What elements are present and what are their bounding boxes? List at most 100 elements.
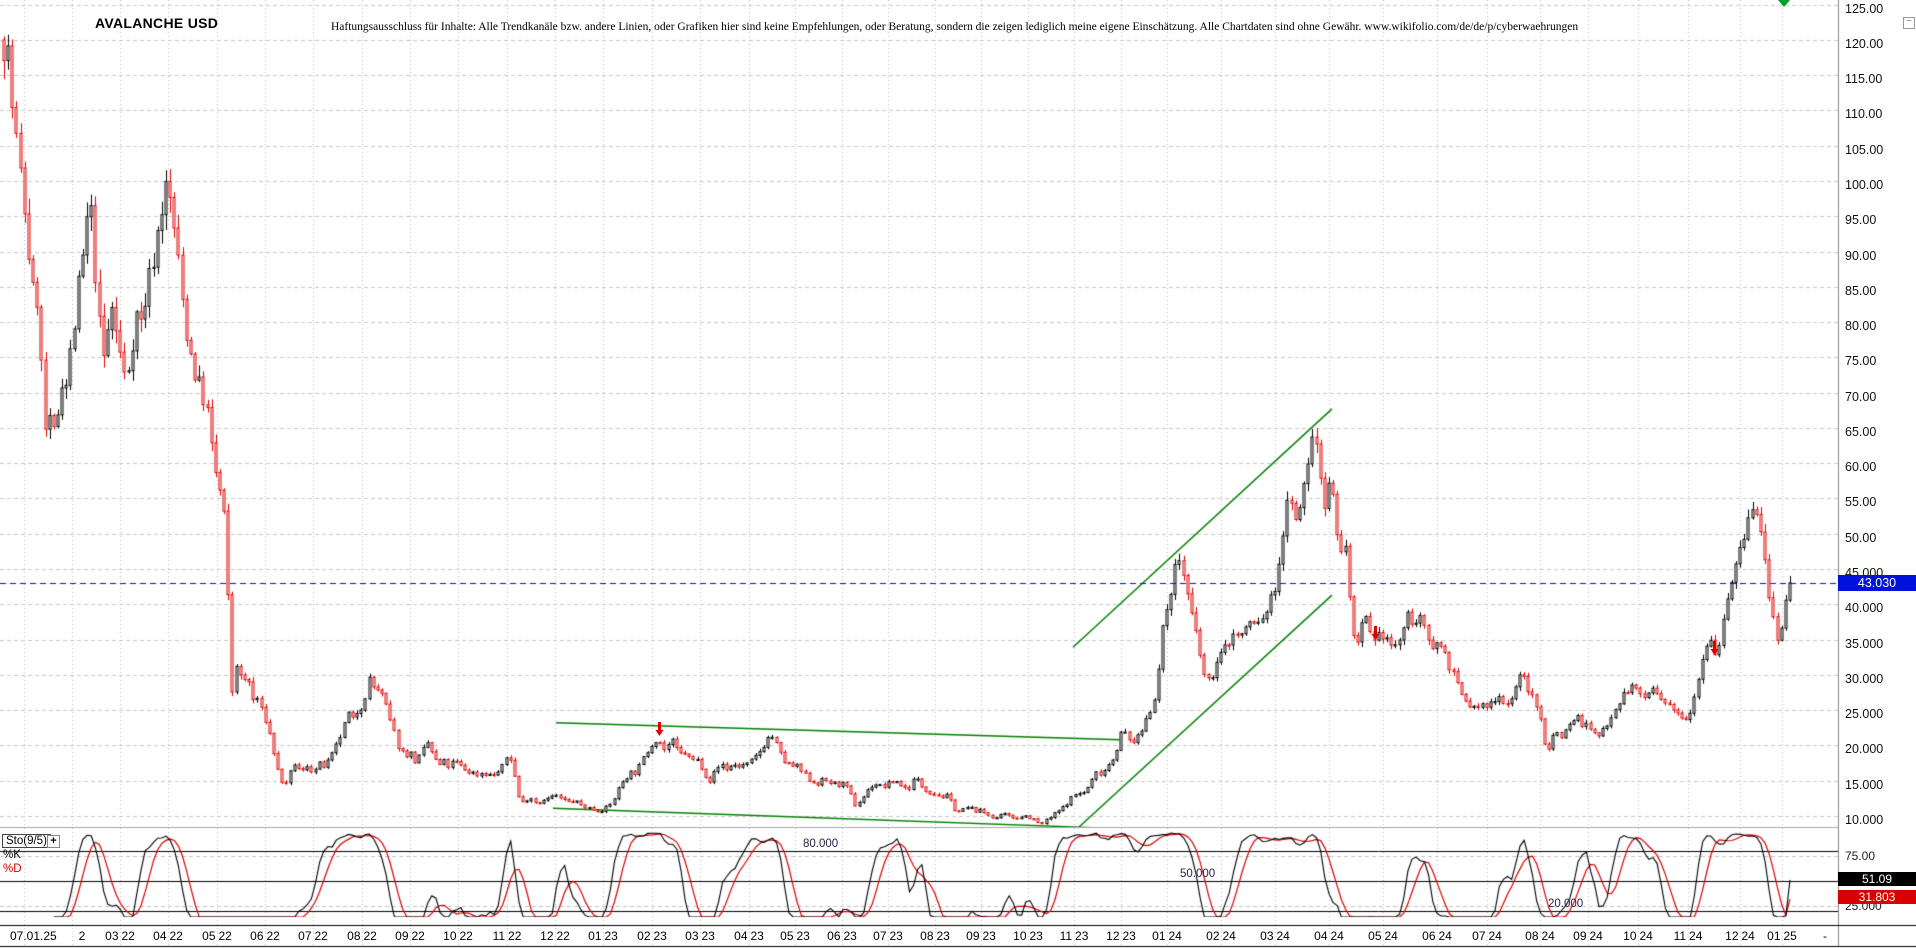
price-axis-label: 15.000	[1845, 777, 1884, 792]
year-part: 24	[1741, 929, 1755, 943]
price-axis-label: 60.00	[1845, 460, 1877, 475]
stochastic-d-value-badge: 31.803	[1838, 890, 1916, 904]
month-part: 05	[780, 929, 794, 943]
year-part: 22	[459, 929, 473, 943]
year-part: 23	[796, 929, 810, 943]
time-axis-label: 07 22	[298, 929, 328, 944]
stochastic-k-legend: %K	[3, 849, 21, 861]
year-part: 23	[889, 929, 903, 943]
month-part: 08	[347, 929, 361, 943]
month-part: 08	[1525, 929, 1539, 943]
price-axis-label: 10.000	[1845, 812, 1884, 827]
time-axis-label: 09 22	[395, 929, 425, 944]
price-axis-label: 125.00	[1845, 1, 1884, 16]
month-part: 12	[540, 929, 554, 943]
time-axis-label: 11 22	[493, 929, 522, 944]
time-axis-label: 02 23	[637, 929, 667, 944]
stochastic-level-label: 80.000	[803, 838, 839, 850]
year-part: 23	[843, 929, 857, 943]
time-axis-label: 04 23	[734, 929, 764, 944]
year-part: 23	[936, 929, 950, 943]
time-axis-label: 10 24	[1623, 929, 1653, 944]
time-axis-label: 09 24	[1573, 929, 1603, 944]
price-axis-label: 20.000	[1845, 742, 1884, 757]
time-axis-label: 01 24	[1152, 929, 1182, 944]
stochastic-scale-label: 75.00	[1845, 849, 1876, 863]
price-axis-label: 25.000	[1845, 707, 1884, 722]
time-axis-label: 05 22	[202, 929, 232, 944]
sell-signal-arrow-icon	[1371, 626, 1380, 641]
time-axis-label: 01 25	[1767, 929, 1797, 944]
year-part: 23	[982, 929, 996, 943]
time-axis-label: 08 24	[1525, 929, 1555, 944]
current-price-badge: 43.030	[1838, 574, 1916, 591]
month-part: 10	[443, 929, 457, 943]
year-part: 25	[1783, 929, 1797, 943]
price-axis-label: 115.00	[1845, 72, 1883, 87]
month-part: 05	[202, 929, 216, 943]
year-part: 24	[1168, 929, 1182, 943]
time-axis-label: 04 22	[153, 929, 183, 944]
axis-end-label: -	[1823, 929, 1827, 943]
price-axis-label: 80.00	[1845, 319, 1877, 334]
month-part: 04	[153, 929, 167, 943]
time-axis-label: 07 24	[1472, 929, 1502, 944]
price-axis-label: 50.00	[1845, 530, 1877, 545]
month-part: 11	[1673, 929, 1687, 943]
year-part: 23	[750, 929, 764, 943]
time-axis-label: 05 24	[1368, 929, 1398, 944]
price-axis-label: 100.00	[1845, 178, 1884, 192]
stochastic-d-legend: %D	[3, 863, 22, 875]
add-indicator-button[interactable]: +	[47, 835, 60, 848]
price-axis-label: 65.00	[1845, 424, 1877, 439]
price-axis-label: 105.00	[1845, 142, 1884, 157]
month-part: 04	[1314, 929, 1328, 943]
time-axis-label: 04 24	[1314, 929, 1344, 944]
stochastic-k-value-badge: 51.09	[1838, 872, 1916, 886]
stochastic-indicator-button[interactable]: Sto(9/5)	[2, 834, 51, 848]
stochastic-level-label: 20.000	[1548, 898, 1584, 910]
year-part: 24	[1222, 929, 1236, 943]
year-part: 22	[411, 929, 425, 943]
time-axis-label: 09 23	[966, 929, 996, 944]
sell-signal-arrow-icon	[1710, 641, 1719, 656]
time-axis-label: 03 23	[685, 929, 715, 944]
time-axis-label: 05 23	[780, 929, 810, 944]
month-part: 06	[250, 929, 264, 943]
month-part: 08	[920, 929, 934, 943]
time-axis-label: 2	[78, 929, 86, 943]
year-part: 24	[1276, 929, 1290, 943]
year-part: 24	[1438, 929, 1452, 943]
month-part: 05	[1368, 929, 1382, 943]
time-axis-label: 12 22	[540, 929, 570, 944]
year-part: 22	[121, 929, 135, 943]
price-axis-label: 75.00	[1845, 354, 1877, 369]
last-quote-date-label: 07.01.25	[10, 929, 57, 943]
month-part: 09	[395, 929, 409, 943]
time-axis-label: 08 23	[920, 929, 950, 944]
year-part: 24	[1330, 929, 1344, 943]
month-part: 02	[1206, 929, 1220, 943]
price-axis-label: 30.000	[1845, 671, 1884, 686]
month-part: 07	[1472, 929, 1486, 943]
year-part: 22	[218, 929, 232, 943]
year-part: 23	[701, 929, 715, 943]
month-part: 12	[1106, 929, 1120, 943]
minimize-button[interactable]: −	[1903, 17, 1915, 29]
latest-candle-marker-icon	[1778, 0, 1790, 7]
month-part: 11	[1059, 929, 1073, 943]
month-part: 01	[1152, 929, 1166, 943]
year-part: 23	[1075, 929, 1089, 943]
time-axis-label: 12 23	[1106, 929, 1136, 944]
time-axis-label: 02 24	[1206, 929, 1236, 944]
year-part: 23	[653, 929, 667, 943]
month-part: 03	[105, 929, 119, 943]
page-title: AVALANCHE USD	[95, 15, 219, 31]
year-part: 24	[1488, 929, 1502, 943]
year-part: 24	[1384, 929, 1398, 943]
time-axis-label: 06 22	[250, 929, 280, 944]
disclaimer-text: Haftungsausschluss für Inhalte: Alle Tre…	[331, 21, 1579, 33]
stochastic-level-label: 50.000	[1180, 868, 1216, 880]
month-part: 02	[637, 929, 651, 943]
